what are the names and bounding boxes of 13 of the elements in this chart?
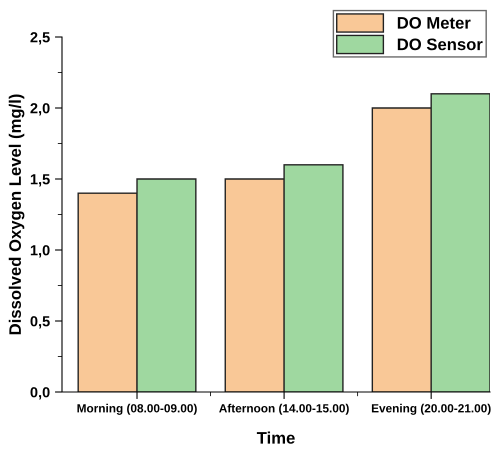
y-axis-title: Dissolved Oxygen Level (mg/l) bbox=[8, 94, 24, 334]
y-tick-label: 1,5 bbox=[30, 174, 50, 187]
legend-label: DO Sensor bbox=[398, 38, 483, 50]
y-tick-label: 1,0 bbox=[30, 245, 50, 258]
x-axis-title: Time bbox=[256, 432, 295, 444]
x-tick-label: Afternoon (14.00-15.00) bbox=[219, 404, 349, 415]
y-tick-label: 0,5 bbox=[30, 316, 50, 329]
y-tick-label: 2,5 bbox=[30, 32, 50, 45]
y-tick-label: 0,0 bbox=[30, 387, 50, 400]
x-tick-label: Morning (08.00-09.00) bbox=[77, 404, 197, 415]
y-tick-label: 2,0 bbox=[30, 103, 50, 116]
x-tick-label: Evening (20.00-21.00) bbox=[372, 404, 491, 415]
legend-label: DO Meter bbox=[398, 16, 471, 29]
